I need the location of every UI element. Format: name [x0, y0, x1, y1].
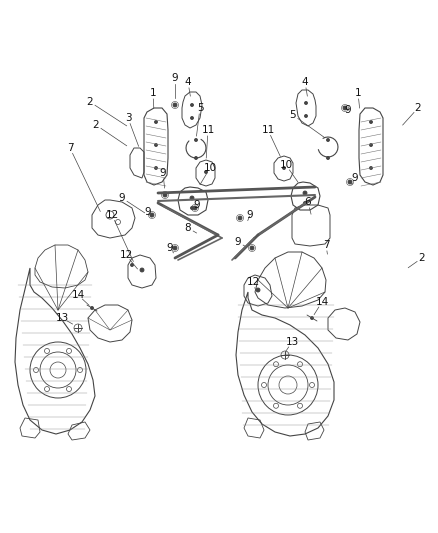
Circle shape — [326, 139, 329, 141]
Text: 12: 12 — [246, 277, 260, 287]
Text: 4: 4 — [185, 77, 191, 87]
Circle shape — [304, 101, 307, 104]
Text: 2: 2 — [93, 120, 99, 130]
Text: 9: 9 — [194, 200, 200, 210]
Circle shape — [283, 166, 286, 169]
Text: 7: 7 — [67, 143, 73, 153]
Text: 9: 9 — [119, 193, 125, 203]
Text: 9: 9 — [247, 210, 253, 220]
Circle shape — [348, 180, 352, 184]
Circle shape — [191, 206, 194, 209]
Text: 9: 9 — [145, 207, 151, 217]
Circle shape — [256, 288, 260, 292]
Text: 2: 2 — [419, 253, 425, 263]
Text: 13: 13 — [286, 337, 299, 347]
Text: 2: 2 — [87, 97, 93, 107]
Text: 11: 11 — [201, 125, 215, 135]
Text: 1: 1 — [355, 88, 361, 98]
Circle shape — [326, 157, 329, 159]
Text: 7: 7 — [323, 240, 329, 250]
Circle shape — [304, 115, 307, 117]
Circle shape — [150, 213, 154, 217]
Circle shape — [238, 216, 242, 220]
Text: 10: 10 — [279, 160, 293, 170]
Circle shape — [343, 106, 347, 110]
Text: 9: 9 — [345, 105, 351, 115]
Circle shape — [370, 120, 372, 124]
Circle shape — [370, 143, 372, 147]
Circle shape — [155, 143, 158, 147]
Text: 9: 9 — [167, 243, 173, 253]
Text: 12: 12 — [120, 250, 133, 260]
Text: 9: 9 — [172, 73, 178, 83]
Circle shape — [370, 166, 372, 169]
Circle shape — [191, 103, 194, 107]
Text: 2: 2 — [415, 103, 421, 113]
Circle shape — [91, 306, 93, 310]
Text: 14: 14 — [315, 297, 328, 307]
Text: 3: 3 — [125, 113, 131, 123]
Circle shape — [311, 317, 314, 319]
Circle shape — [190, 196, 194, 200]
Text: 5: 5 — [197, 103, 203, 113]
Text: 8: 8 — [185, 223, 191, 233]
Text: 1: 1 — [150, 88, 156, 98]
Circle shape — [303, 191, 307, 195]
Circle shape — [131, 263, 134, 266]
Text: 14: 14 — [71, 290, 85, 300]
Circle shape — [194, 157, 198, 159]
Circle shape — [155, 120, 158, 124]
Circle shape — [205, 171, 208, 174]
Text: 12: 12 — [106, 210, 119, 220]
Circle shape — [304, 201, 307, 205]
Text: 5: 5 — [290, 110, 297, 120]
Circle shape — [163, 193, 167, 197]
Text: 6: 6 — [305, 197, 311, 207]
Text: 11: 11 — [261, 125, 275, 135]
Circle shape — [250, 246, 254, 250]
Circle shape — [155, 166, 158, 169]
Circle shape — [193, 206, 197, 210]
Circle shape — [173, 103, 177, 107]
Text: 9: 9 — [235, 237, 241, 247]
Text: 4: 4 — [302, 77, 308, 87]
Circle shape — [173, 246, 177, 250]
Text: 9: 9 — [352, 173, 358, 183]
Circle shape — [194, 139, 198, 141]
Circle shape — [191, 117, 194, 119]
Circle shape — [140, 268, 144, 272]
Text: 9: 9 — [160, 168, 166, 178]
Text: 13: 13 — [55, 313, 69, 323]
Text: 10: 10 — [203, 163, 216, 173]
